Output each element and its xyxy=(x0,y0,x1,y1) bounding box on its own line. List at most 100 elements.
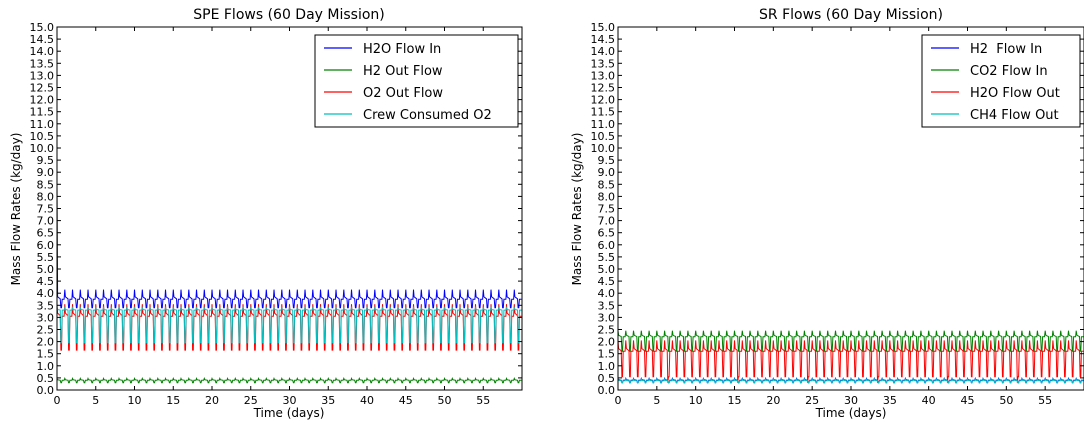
x-tick-label: 5 xyxy=(92,394,99,407)
x-tick-label: 30 xyxy=(844,394,858,407)
y-tick-label: 9.0 xyxy=(598,166,616,179)
y-tick-label: 5.5 xyxy=(37,251,55,264)
y-tick-label: 0.0 xyxy=(598,384,616,397)
x-tick-label: 0 xyxy=(615,394,622,407)
y-tick-label: 5.0 xyxy=(37,263,55,276)
y-tick-label: 13.0 xyxy=(30,69,55,82)
y-tick-label: 3.5 xyxy=(598,299,616,312)
series-line-2 xyxy=(617,340,1084,383)
x-tick-label: 10 xyxy=(689,394,703,407)
y-tick-label: 14.5 xyxy=(591,33,616,46)
legend-label: O2 Out Flow xyxy=(363,86,443,101)
y-tick-label: 8.0 xyxy=(598,190,616,203)
y-tick-label: 7.5 xyxy=(598,203,616,216)
legend-box xyxy=(921,34,1081,128)
series-line-2 xyxy=(56,304,522,351)
x-tick-label: 30 xyxy=(283,394,297,407)
y-tick-label: 11.5 xyxy=(591,106,616,119)
y-tick-label: 6.5 xyxy=(37,227,55,240)
y-tick-label: 4.0 xyxy=(37,287,55,300)
y-tick-label: 9.5 xyxy=(598,154,616,167)
x-tick-label: 20 xyxy=(205,394,219,407)
y-tick-label: 14.5 xyxy=(30,33,55,46)
y-tick-label: 14.0 xyxy=(591,45,616,58)
y-tick-label: 11.5 xyxy=(30,106,55,119)
legend-label: H2O Flow In xyxy=(363,42,441,57)
y-tick-label: 12.0 xyxy=(30,94,55,107)
series-line-1 xyxy=(617,330,1084,352)
x-tick-label: 35 xyxy=(883,394,897,407)
y-tick-label: 0.0 xyxy=(37,384,55,397)
x-tick-label: 45 xyxy=(399,394,413,407)
legend-label: CO2 Flow In xyxy=(970,64,1048,79)
y-tick-label: 2.5 xyxy=(37,324,55,337)
x-tick-label: 35 xyxy=(321,394,335,407)
y-tick-label: 9.0 xyxy=(37,166,55,179)
y-tick-label: 11.0 xyxy=(30,118,55,131)
y-tick-label: 3.0 xyxy=(598,311,616,324)
x-tick-label: 40 xyxy=(360,394,374,407)
x-tick-label: 15 xyxy=(728,394,742,407)
y-tick-label: 1.5 xyxy=(37,348,55,361)
x-tick-label: 10 xyxy=(128,394,142,407)
series-line-0 xyxy=(56,181,522,309)
y-tick-label: 4.5 xyxy=(37,275,55,288)
y-tick-label: 15.0 xyxy=(591,21,616,34)
y-tick-label: 8.5 xyxy=(37,178,55,191)
y-tick-label: 1.5 xyxy=(598,348,616,361)
y-axis-label: Mass Flow Rates (kg/day) xyxy=(570,133,584,286)
legend: H2O Flow In H2 Out Flow O2 Out Flow Crew Co… xyxy=(314,34,519,128)
y-tick-label: 6.0 xyxy=(598,239,616,252)
x-tick-label: 20 xyxy=(766,394,780,407)
y-tick-label: 12.0 xyxy=(591,94,616,107)
y-tick-label: 10.5 xyxy=(30,130,55,143)
chart-title: SR Flows (60 Day Mission) xyxy=(759,7,943,23)
y-tick-label: 11.0 xyxy=(591,118,616,131)
y-tick-label: 12.5 xyxy=(591,82,616,95)
y-tick-label: 4.5 xyxy=(598,275,616,288)
x-axis-label: Time (days) xyxy=(815,406,887,420)
x-tick-label: 5 xyxy=(653,394,660,407)
y-tick-label: 13.5 xyxy=(30,57,55,70)
y-tick-label: 1.0 xyxy=(598,360,616,373)
y-axis-label: Mass Flow Rates (kg/day) xyxy=(9,133,23,286)
series-line-3 xyxy=(56,305,522,344)
y-tick-label: 15.0 xyxy=(30,21,55,34)
x-tick-label: 25 xyxy=(244,394,258,407)
y-tick-label: 1.0 xyxy=(37,360,55,373)
y-tick-label: 0.5 xyxy=(598,372,616,385)
y-tick-label: 8.5 xyxy=(598,178,616,191)
sr-flows-chart: SR Flows (60 Day Mission) Time (days) Ma… xyxy=(570,7,1084,420)
y-tick-label: 12.5 xyxy=(30,82,55,95)
y-tick-label: 7.5 xyxy=(37,203,55,216)
y-tick-label: 5.0 xyxy=(598,263,616,276)
y-tick-label: 4.0 xyxy=(598,287,616,300)
legend-label: H2O Flow Out xyxy=(970,86,1060,101)
chart-title: SPE Flows (60 Day Mission) xyxy=(193,7,385,23)
x-tick-label: 15 xyxy=(166,394,180,407)
series-line-3 xyxy=(617,377,1084,384)
y-tick-label: 6.5 xyxy=(598,227,616,240)
x-tick-label: 45 xyxy=(961,394,975,407)
y-tick-label: 10.0 xyxy=(591,142,616,155)
x-axis-label: Time (days) xyxy=(253,406,325,420)
y-tick-label: 3.5 xyxy=(37,299,55,312)
y-tick-label: 6.0 xyxy=(37,239,55,252)
y-tick-label: 14.0 xyxy=(30,45,55,58)
y-tick-label: 3.0 xyxy=(37,311,55,324)
legend-label: H2 Out Flow xyxy=(363,64,443,79)
y-tick-label: 7.0 xyxy=(37,215,55,228)
y-tick-label: 2.0 xyxy=(37,336,55,349)
x-tick-label: 0 xyxy=(54,394,61,407)
y-tick-label: 0.5 xyxy=(37,372,55,385)
x-tick-label: 55 xyxy=(1038,394,1052,407)
y-tick-label: 5.5 xyxy=(598,251,616,264)
y-tick-label: 10.0 xyxy=(30,142,55,155)
y-tick-label: 2.5 xyxy=(598,324,616,337)
spe-flows-chart: SPE Flows (60 Day Mission) Time (days) M… xyxy=(9,7,523,420)
x-tick-label: 50 xyxy=(438,394,452,407)
y-tick-label: 13.0 xyxy=(591,69,616,82)
y-tick-label: 7.0 xyxy=(598,215,616,228)
y-tick-label: 13.5 xyxy=(591,57,616,70)
